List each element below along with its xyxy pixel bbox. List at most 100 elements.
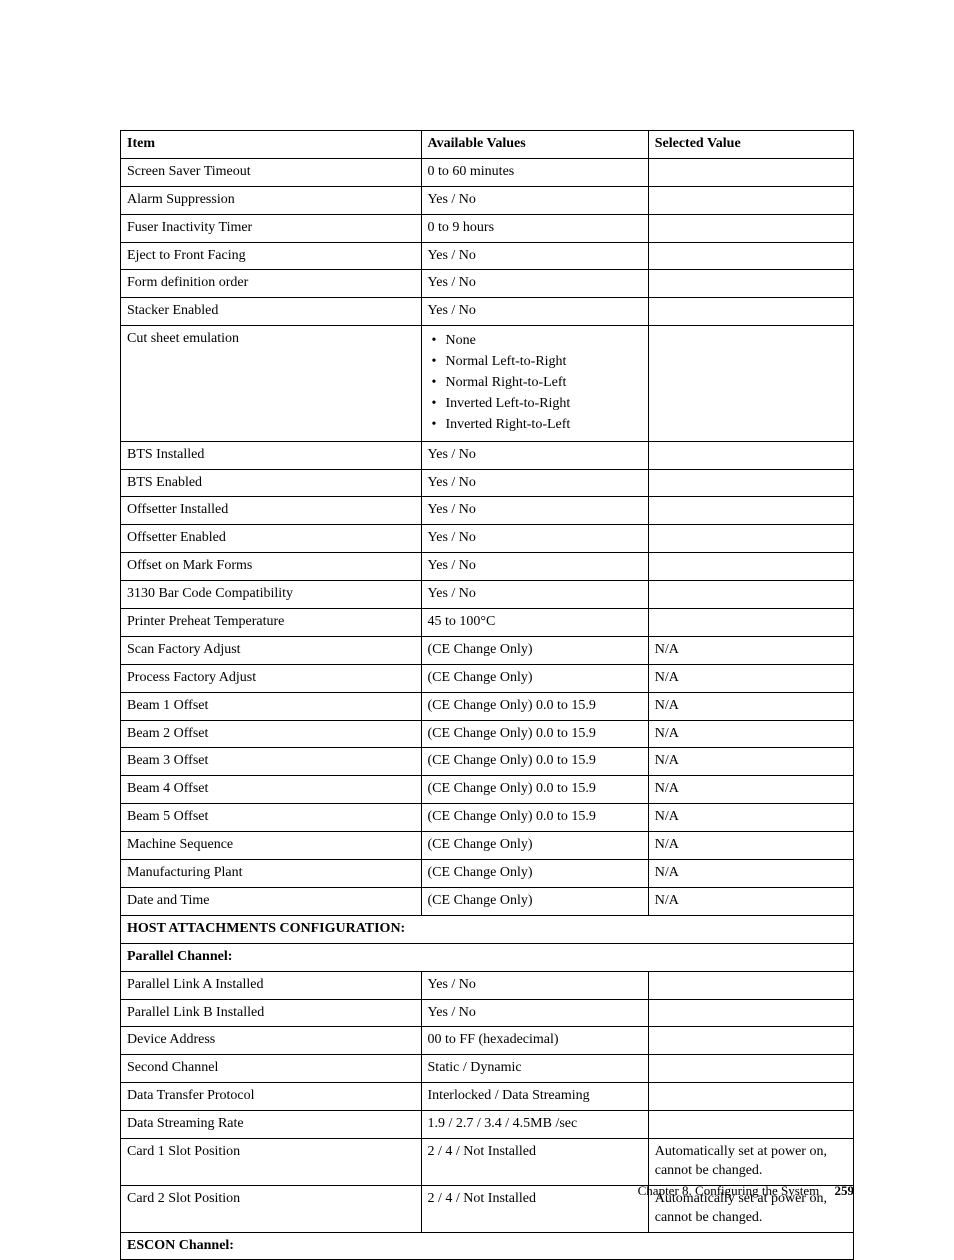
section-header-cell: ESCON Channel: [121,1232,854,1260]
table-row: Stacker EnabledYes / No [121,298,854,326]
available-list-item: Inverted Left-to-Right [446,395,642,414]
item-cell: Alarm Suppression [121,186,422,214]
table-row: Process Factory Adjust(CE Change Only)N/… [121,664,854,692]
table-row: HOST ATTACHMENTS CONFIGURATION: [121,915,854,943]
item-cell: Scan Factory Adjust [121,636,422,664]
available-cell: (CE Change Only) [421,860,648,888]
available-cell: (CE Change Only) 0.0 to 15.9 [421,720,648,748]
selected-cell: N/A [648,636,853,664]
table-row: Data Transfer ProtocolInterlocked / Data… [121,1083,854,1111]
selected-cell [648,525,853,553]
item-cell: Beam 4 Offset [121,776,422,804]
table-row: Fuser Inactivity Timer0 to 9 hours [121,214,854,242]
section-header-cell: Parallel Channel: [121,943,854,971]
selected-cell [648,553,853,581]
selected-cell: N/A [648,804,853,832]
table-row: Machine Sequence(CE Change Only)N/A [121,832,854,860]
table-row: BTS EnabledYes / No [121,469,854,497]
selected-cell [648,242,853,270]
available-cell: (CE Change Only) [421,636,648,664]
table-row: Beam 3 Offset(CE Change Only) 0.0 to 15.… [121,748,854,776]
available-cell: Yes / No [421,553,648,581]
header-available: Available Values [421,131,648,159]
item-cell: Data Transfer Protocol [121,1083,422,1111]
item-cell: Process Factory Adjust [121,664,422,692]
table-row: 3130 Bar Code CompatibilityYes / No [121,581,854,609]
item-cell: Eject to Front Facing [121,242,422,270]
item-cell: Form definition order [121,270,422,298]
header-item: Item [121,131,422,159]
table-row: ESCON Channel: [121,1232,854,1260]
item-cell: BTS Installed [121,441,422,469]
available-cell: (CE Change Only) 0.0 to 15.9 [421,748,648,776]
selected-cell [648,1027,853,1055]
table-row: Beam 1 Offset(CE Change Only) 0.0 to 15.… [121,692,854,720]
table-row: Form definition orderYes / No [121,270,854,298]
table-row: Eject to Front FacingYes / No [121,242,854,270]
selected-cell [648,158,853,186]
table-row: Parallel Channel: [121,943,854,971]
item-cell: Device Address [121,1027,422,1055]
available-cell: 00 to FF (hexadecimal) [421,1027,648,1055]
table-row: Printer Preheat Temperature45 to 100°C [121,609,854,637]
selected-cell: N/A [648,832,853,860]
available-cell: None Normal Left-to-Right Normal Right-to-… [421,326,648,441]
table-row: BTS InstalledYes / No [121,441,854,469]
table-header-row: Item Available Values Selected Value [121,131,854,159]
table-row: Cut sheet emulationNoneNormal Left-to-Ri… [121,326,854,441]
available-cell: 2 / 4 / Not Installed [421,1185,648,1232]
item-cell: Manufacturing Plant [121,860,422,888]
available-list-item: None [446,332,642,351]
item-cell: Parallel Link A Installed [121,971,422,999]
available-cell: (CE Change Only) 0.0 to 15.9 [421,692,648,720]
item-cell: Card 2 Slot Position [121,1185,422,1232]
table-row: Parallel Link B InstalledYes / No [121,999,854,1027]
header-selected: Selected Value [648,131,853,159]
selected-cell [648,609,853,637]
table-row: Date and Time(CE Change Only)N/A [121,887,854,915]
item-cell: Card 1 Slot Position [121,1138,422,1185]
selected-cell: N/A [648,748,853,776]
document-page: Item Available Values Selected Value Scr… [0,0,954,1235]
available-cell: Yes / No [421,999,648,1027]
selected-cell [648,999,853,1027]
selected-cell: N/A [648,887,853,915]
item-cell: 3130 Bar Code Compatibility [121,581,422,609]
available-list-item: Normal Left-to-Right [446,353,642,372]
selected-cell: N/A [648,776,853,804]
item-cell: Offsetter Enabled [121,525,422,553]
selected-cell: N/A [648,664,853,692]
table-row: Parallel Link A InstalledYes / No [121,971,854,999]
available-list: None Normal Left-to-Right Normal Right-to-… [428,332,642,434]
item-cell: Second Channel [121,1055,422,1083]
table-row: Offsetter InstalledYes / No [121,497,854,525]
selected-cell [648,469,853,497]
available-cell: 0 to 9 hours [421,214,648,242]
available-cell: 2 / 4 / Not Installed [421,1138,648,1185]
selected-cell [648,441,853,469]
available-cell: Interlocked / Data Streaming [421,1083,648,1111]
item-cell: Machine Sequence [121,832,422,860]
item-cell: Date and Time [121,887,422,915]
item-cell: Stacker Enabled [121,298,422,326]
footer-chapter: Chapter 8. Configuring the System [638,1183,820,1198]
item-cell: Offsetter Installed [121,497,422,525]
selected-cell [648,497,853,525]
available-cell: 1.9 / 2.7 / 3.4 / 4.5MB /sec [421,1111,648,1139]
available-cell: Yes / No [421,525,648,553]
table-row: Scan Factory Adjust(CE Change Only)N/A [121,636,854,664]
selected-cell [648,1111,853,1139]
footer-page-number: 259 [835,1183,855,1198]
available-cell: Yes / No [421,441,648,469]
section-header-cell: HOST ATTACHMENTS CONFIGURATION: [121,915,854,943]
available-cell: Yes / No [421,469,648,497]
available-cell: Yes / No [421,242,648,270]
available-cell: Yes / No [421,497,648,525]
available-cell: (CE Change Only) [421,887,648,915]
available-cell: Static / Dynamic [421,1055,648,1083]
selected-cell [648,326,853,441]
available-list-item: Inverted Right-to-Left [446,416,642,435]
available-list-item: Normal Right-to-Left [446,374,642,393]
item-cell: Beam 2 Offset [121,720,422,748]
available-cell: Yes / No [421,298,648,326]
